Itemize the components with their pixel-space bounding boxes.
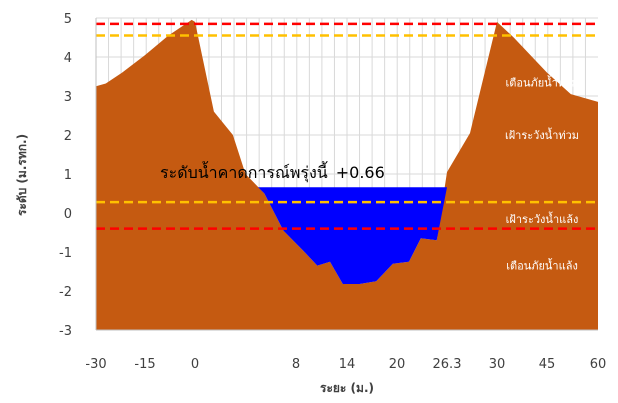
terrain-area [96, 19, 598, 331]
terrain-area-group [96, 19, 598, 331]
forecast-label-text: ระดับน้ำคาดการณ์พรุ่งนี้ [160, 161, 328, 183]
x-tick-label: 60 [590, 357, 607, 372]
y-axis-title: ระดับ (ม.รทก.) [15, 134, 29, 216]
x-tick-label: 14 [339, 357, 356, 372]
x-tick-label: 0 [191, 357, 199, 372]
x-tick-label: -30 [85, 357, 106, 372]
zone-labels: เตือนภัยน้ำท่วมเฝ้าระวังน้ำท่วมเฝ้าระวัง… [505, 74, 579, 272]
y-tick-label: 5 [64, 12, 72, 27]
water-area-group [258, 187, 447, 284]
x-tick-label: 20 [389, 357, 406, 372]
x-tick-label: 8 [292, 357, 300, 372]
x-tick-label: -15 [134, 357, 155, 372]
zone-label: เตือนภัยน้ำท่วม [505, 74, 578, 89]
y-tick-label: 4 [64, 51, 72, 66]
forecast-label: ระดับน้ำคาดการณ์พรุ่งนี้ +0.66 [160, 161, 385, 183]
x-tick-label: 30 [489, 357, 506, 372]
x-axis-title: ระยะ (ม.) [320, 381, 374, 395]
y-tick-label: 3 [64, 90, 72, 105]
x-tick-label: 26.3 [433, 357, 462, 372]
x-tick-labels: -30 -15 0 8 14 20 26.3 30 45 60 [85, 357, 606, 372]
zone-label: เฝ้าระวังน้ำแล้ง [506, 211, 579, 226]
axes [95, 18, 598, 331]
zone-label: เตือนภัยน้ำแล้ง [506, 258, 578, 273]
y-tick-label: -2 [59, 285, 72, 300]
water-area [258, 187, 447, 284]
y-tick-label: 2 [64, 129, 72, 144]
y-tick-label: 0 [64, 207, 72, 222]
y-tick-labels: 5 4 3 2 1 0 -1 -2 -3 [59, 12, 72, 339]
y-tick-label: -1 [59, 246, 72, 261]
y-tick-label: -3 [59, 324, 72, 339]
y-tick-label: 1 [64, 168, 72, 183]
forecast-value: +0.66 [336, 163, 385, 182]
x-tick-label: 45 [539, 357, 556, 372]
zone-label: เฝ้าระวังน้ำท่วม [505, 127, 579, 142]
